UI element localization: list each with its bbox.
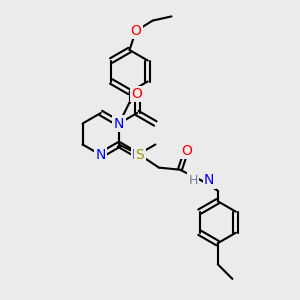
Text: S: S — [136, 148, 144, 162]
Text: N: N — [132, 148, 142, 162]
Text: N: N — [204, 173, 214, 187]
Text: H: H — [188, 174, 198, 187]
Text: O: O — [181, 144, 192, 158]
Text: O: O — [132, 87, 142, 101]
Text: O: O — [130, 24, 141, 38]
Text: N: N — [96, 148, 106, 162]
Text: N: N — [114, 116, 124, 130]
